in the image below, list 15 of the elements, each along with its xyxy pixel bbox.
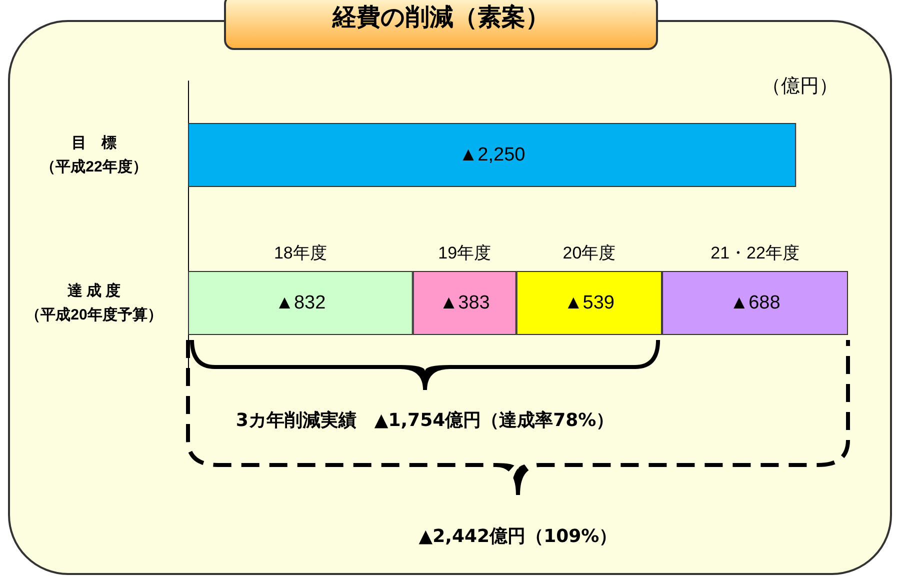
series-label: 21・22年度	[710, 244, 800, 262]
y-tick-label: 達 成 度（平成20年度予算）	[26, 282, 162, 324]
chart-title: 経費の削減（素案）	[331, 2, 550, 33]
text: 3カ年削減実績 ▲1,754億円（達成率78%）	[236, 409, 614, 432]
series-label: 19年度	[438, 244, 492, 262]
data-label: ▲832	[275, 292, 326, 314]
data-label: ▲539	[564, 292, 614, 314]
series-label: 20年度	[562, 244, 616, 262]
data-label: ▲383	[439, 292, 490, 314]
data-label: ▲688	[730, 292, 780, 314]
series-label: 18年度	[274, 244, 327, 262]
text: ▲2,442億円（109%）	[418, 525, 618, 548]
data-label: ▲2,250	[458, 144, 526, 166]
annotation: （億円）	[762, 74, 838, 99]
y-tick-label: 目 標（平成22年度）	[40, 134, 148, 176]
